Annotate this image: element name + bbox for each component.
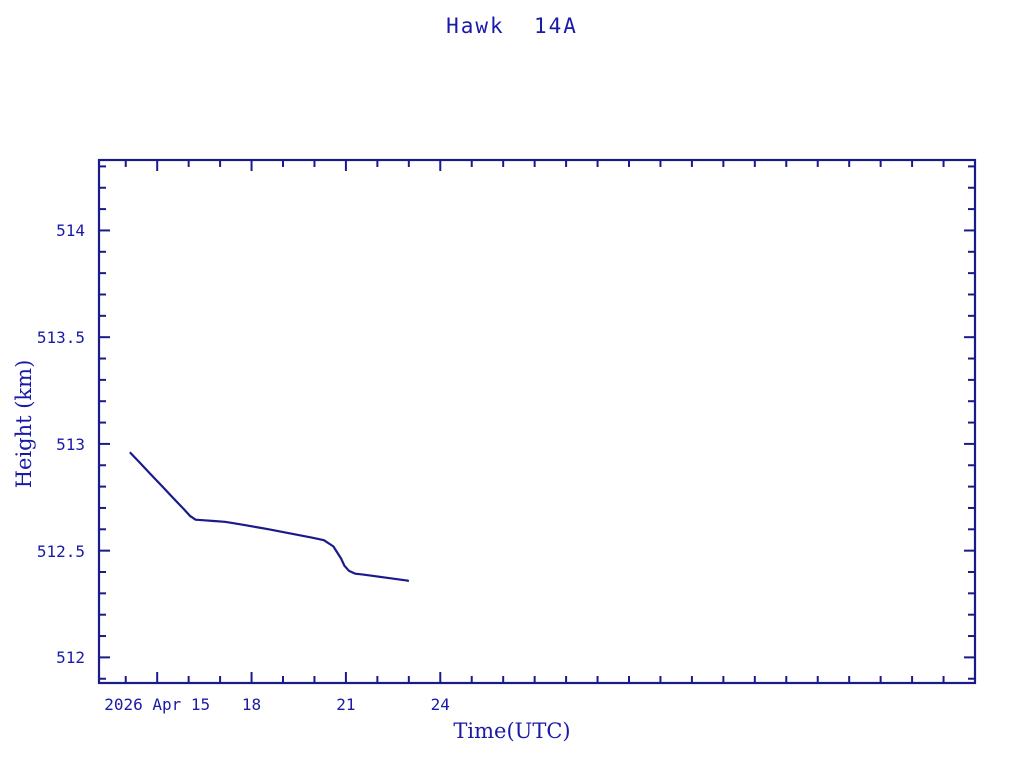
chart-title: Hawk 14A bbox=[446, 14, 578, 38]
axis-ticks bbox=[99, 160, 976, 683]
x-axis-title: Time(UTC) bbox=[453, 719, 571, 743]
y-tick-label: 513.5 bbox=[36, 328, 85, 348]
y-tick-label: 514 bbox=[56, 221, 85, 241]
y-tick-label: 513 bbox=[56, 434, 85, 454]
plot-frame bbox=[97, 158, 977, 685]
data-series-group bbox=[129, 451, 410, 583]
x-tick-label: 24 bbox=[430, 695, 450, 714]
y-tick-label: 512 bbox=[56, 648, 85, 668]
series-line-0 bbox=[129, 451, 410, 583]
x-tick-label: 2026 Apr 15 bbox=[104, 695, 211, 714]
y-tick-label: 512.5 bbox=[36, 541, 85, 561]
x-tick-label: 21 bbox=[336, 695, 356, 714]
x-tick-label: 18 bbox=[241, 695, 262, 714]
